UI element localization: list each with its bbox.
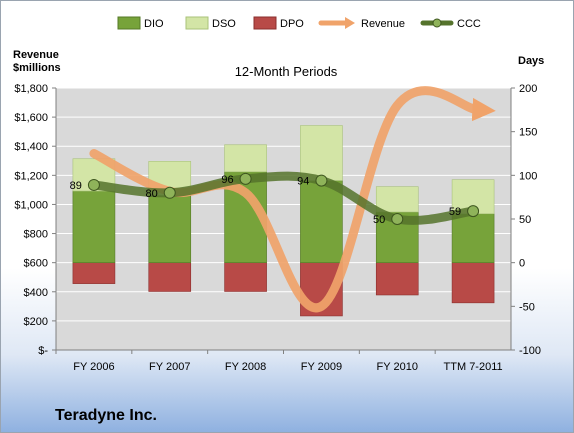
bar-dso xyxy=(375,186,419,213)
x-tick-label: FY 2009 xyxy=(301,361,342,373)
bar-dpo xyxy=(451,262,495,304)
right-tick-label: 0 xyxy=(519,258,525,270)
ccc-point xyxy=(239,172,252,185)
company-name: Teradyne Inc. xyxy=(55,407,157,424)
legend-swatch-dso xyxy=(185,16,209,30)
ccc-data-label: 59 xyxy=(449,206,461,218)
ccc-point xyxy=(163,186,176,199)
bar-dio xyxy=(72,190,116,263)
legend-label-dio: DIO xyxy=(144,18,164,30)
legend: DIO DSO DPO Revenue CCC xyxy=(117,16,481,30)
bar-dpo xyxy=(72,262,116,284)
left-tick-label: $1,800 xyxy=(14,83,48,95)
ccc-point xyxy=(315,174,328,187)
bar-dpo xyxy=(375,262,419,296)
x-tick-label: TTM 7-2011 xyxy=(444,361,503,373)
axes: $- $200 $400 $600 $800 $1,000 $1,200 $1,400 $1,6… xyxy=(14,83,541,373)
x-tick-label: FY 2006 xyxy=(73,361,114,373)
ccc-point xyxy=(87,178,100,191)
left-tick-label: $200 xyxy=(24,316,48,328)
right-axis-title: Days xyxy=(518,55,544,67)
bar-dso xyxy=(224,144,267,173)
left-tick-label: $1,600 xyxy=(14,112,48,124)
legend-label-dpo: DPO xyxy=(280,18,304,30)
left-tick-label: $1,400 xyxy=(14,141,48,153)
legend-label-revenue: Revenue xyxy=(361,18,405,30)
legend-swatch-dio xyxy=(117,16,141,30)
x-tick-label: FY 2007 xyxy=(149,361,190,373)
ccc-data-label: 94 xyxy=(297,176,309,188)
ccc-point xyxy=(467,205,480,218)
right-tick-label: 100 xyxy=(519,170,537,182)
ccc-point xyxy=(391,213,404,225)
left-axis-title-line2: $millions xyxy=(13,62,61,74)
bar-dio xyxy=(451,213,495,263)
left-tick-label: $600 xyxy=(24,258,48,270)
right-tick-label: 200 xyxy=(519,83,537,95)
left-tick-label: $- xyxy=(38,345,48,357)
bar-dpo xyxy=(148,262,192,292)
x-tick-label: FY 2008 xyxy=(225,361,266,373)
legend-arrowhead xyxy=(345,17,355,29)
legend-swatch-dpo xyxy=(253,16,277,30)
legend-ccc-marker xyxy=(432,18,442,28)
left-axis-title-line1: Revenue xyxy=(13,49,59,61)
left-tick-label: $1,000 xyxy=(14,199,48,211)
x-tick-label: FY 2010 xyxy=(377,361,418,373)
bar-dso xyxy=(300,125,343,181)
data-labels: 89 80 96 94 50 59 xyxy=(70,174,461,226)
legend-label-ccc: CCC xyxy=(457,18,481,30)
ccc-data-label: 50 xyxy=(373,214,385,226)
bar-dio xyxy=(300,180,343,263)
legend-label-dso: DSO xyxy=(212,18,236,30)
right-tick-label: -100 xyxy=(519,345,541,357)
ccc-line xyxy=(89,171,478,225)
ccc-data-label: 80 xyxy=(146,188,158,200)
left-tick-label: $800 xyxy=(24,229,48,241)
right-tick-label: -50 xyxy=(519,301,535,313)
chart-title: 12-Month Periods xyxy=(235,64,338,79)
lines xyxy=(87,86,496,313)
right-tick-label: 150 xyxy=(519,127,537,139)
left-tick-label: $400 xyxy=(24,287,48,299)
bar-dio xyxy=(148,195,192,263)
ccc-data-label: 89 xyxy=(70,180,82,192)
right-tick-label: 50 xyxy=(519,214,531,226)
left-tick-label: $1,200 xyxy=(14,170,48,182)
ccc-data-label: 96 xyxy=(221,174,233,186)
bar-dpo xyxy=(224,262,267,292)
